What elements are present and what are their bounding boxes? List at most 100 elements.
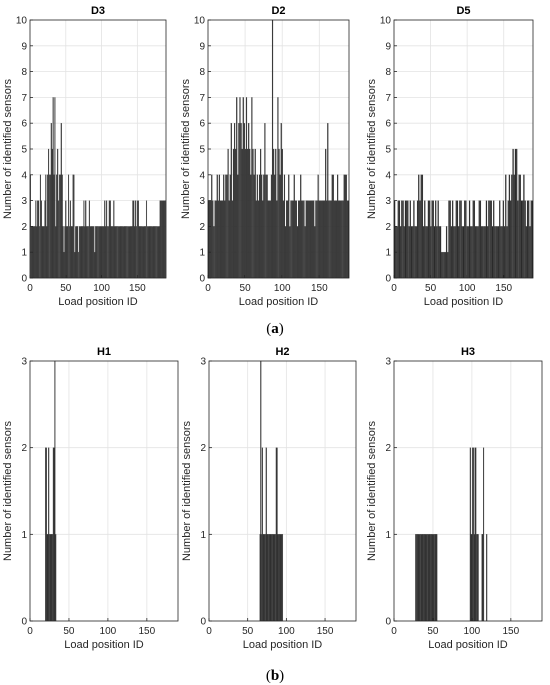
bar bbox=[86, 226, 88, 279]
y-tick-label: 6 bbox=[21, 119, 27, 130]
y-tick-label: 8 bbox=[199, 67, 205, 78]
bar bbox=[151, 226, 153, 279]
bar bbox=[113, 200, 115, 279]
bar bbox=[217, 200, 219, 279]
bar bbox=[163, 200, 165, 279]
bar bbox=[46, 226, 48, 279]
bar bbox=[51, 148, 53, 279]
bar bbox=[276, 200, 278, 279]
bar bbox=[295, 200, 297, 279]
bar bbox=[60, 123, 62, 279]
bar bbox=[97, 226, 99, 279]
bar bbox=[58, 200, 60, 279]
bar bbox=[314, 226, 316, 279]
bar bbox=[143, 226, 145, 279]
bar bbox=[111, 226, 113, 279]
bar bbox=[38, 200, 40, 279]
bar bbox=[289, 226, 291, 279]
bar bbox=[480, 226, 483, 279]
x-tick-label: 0 bbox=[391, 626, 397, 637]
bar bbox=[66, 226, 68, 279]
bar bbox=[420, 174, 422, 279]
bar bbox=[65, 200, 67, 279]
y-tick-label: 4 bbox=[21, 170, 27, 181]
bar bbox=[96, 226, 98, 279]
bar bbox=[75, 226, 77, 279]
y-tick-label: 2 bbox=[199, 222, 205, 233]
bar bbox=[317, 174, 319, 279]
bar bbox=[256, 174, 258, 279]
bar bbox=[477, 534, 479, 622]
bar bbox=[249, 148, 251, 279]
bar bbox=[345, 174, 347, 279]
bar bbox=[131, 226, 133, 279]
x-tick-label: 50 bbox=[242, 626, 254, 637]
bar bbox=[89, 226, 91, 279]
x-tick-label: 150 bbox=[311, 283, 328, 294]
y-tick-label: 9 bbox=[385, 41, 391, 52]
bar bbox=[156, 226, 158, 279]
y-tick-label: 1 bbox=[385, 248, 391, 259]
y-axis-label: Number of identified sensors bbox=[2, 78, 14, 219]
x-axis-label: Load position ID bbox=[428, 639, 508, 651]
bar bbox=[56, 174, 58, 279]
bar bbox=[300, 174, 302, 279]
bar bbox=[48, 148, 50, 279]
bar bbox=[277, 97, 279, 279]
y-tick-label: 1 bbox=[200, 530, 206, 541]
y-tick-label: 6 bbox=[385, 119, 391, 130]
bar bbox=[119, 226, 121, 279]
bar bbox=[209, 200, 211, 279]
bar bbox=[232, 148, 235, 279]
x-tick-label: 100 bbox=[274, 283, 291, 294]
bar bbox=[105, 226, 107, 279]
bar bbox=[332, 174, 334, 279]
bar bbox=[518, 174, 520, 279]
y-tick-label: 7 bbox=[199, 93, 205, 104]
bar bbox=[447, 252, 449, 279]
bar bbox=[503, 226, 506, 279]
bar bbox=[404, 200, 407, 279]
bar bbox=[477, 226, 479, 279]
bar bbox=[71, 226, 73, 279]
bar bbox=[68, 174, 70, 279]
bar bbox=[142, 226, 144, 279]
bar bbox=[161, 200, 163, 279]
bar bbox=[292, 200, 294, 279]
bar bbox=[40, 200, 42, 279]
axes-box bbox=[208, 360, 357, 622]
y-tick-label: 8 bbox=[385, 67, 391, 78]
bar bbox=[114, 226, 116, 279]
y-tick-label: 2 bbox=[385, 222, 391, 233]
bar bbox=[240, 123, 242, 279]
bar bbox=[147, 226, 149, 279]
bar bbox=[149, 226, 151, 279]
bar bbox=[266, 174, 268, 279]
bar bbox=[235, 148, 237, 279]
bar bbox=[302, 200, 304, 279]
x-tick-label: 0 bbox=[205, 283, 211, 294]
x-tick-label: 50 bbox=[240, 283, 252, 294]
bar bbox=[162, 200, 164, 279]
bar bbox=[322, 200, 325, 279]
bar bbox=[437, 200, 439, 279]
bar bbox=[137, 200, 139, 279]
bar bbox=[233, 123, 236, 279]
bar bbox=[243, 123, 245, 279]
bar bbox=[247, 148, 249, 279]
bar bbox=[402, 200, 404, 279]
bar bbox=[87, 226, 89, 279]
x-tick-label: 150 bbox=[138, 626, 155, 637]
bar bbox=[241, 148, 243, 279]
bar bbox=[83, 200, 85, 279]
bar bbox=[141, 226, 143, 279]
bar bbox=[63, 252, 65, 279]
bar bbox=[476, 226, 478, 279]
bar bbox=[77, 252, 80, 279]
bar bbox=[508, 174, 511, 279]
bar bbox=[478, 200, 480, 279]
bar bbox=[320, 200, 322, 279]
bar bbox=[55, 226, 57, 279]
